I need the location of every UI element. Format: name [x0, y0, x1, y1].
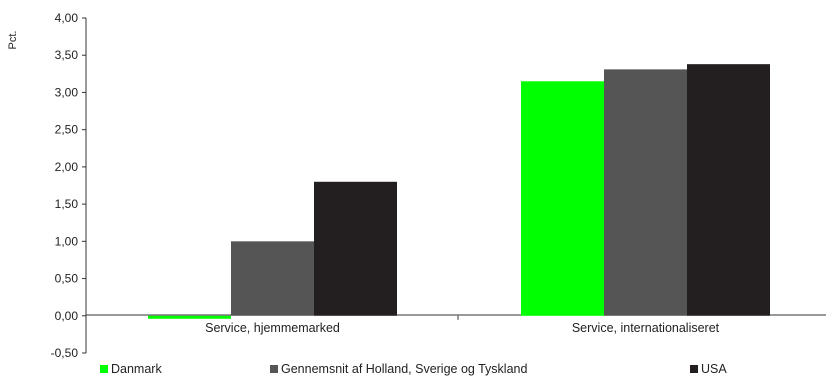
- y-tick-label: 3,50: [55, 48, 79, 62]
- legend-swatch-gennemsnit: [270, 365, 278, 373]
- legend-item-gennemsnit: Gennemsnit af Holland, Sverige og Tyskla…: [270, 362, 527, 376]
- legend-label-gennemsnit: Gennemsnit af Holland, Sverige og Tyskla…: [281, 362, 528, 376]
- bar-0-1: [231, 241, 314, 316]
- category-label: Service, hjemmemarked: [205, 321, 340, 335]
- legend: Danmark Gennemsnit af Holland, Sverige o…: [100, 362, 820, 380]
- legend-swatch-usa: [690, 365, 698, 373]
- bar-1-1: [604, 69, 687, 316]
- legend-item-usa: USA: [690, 362, 727, 376]
- bar-1-0: [521, 81, 604, 316]
- y-tick-label: 1,00: [55, 234, 79, 248]
- y-tick-label: 2,50: [55, 123, 79, 137]
- bar-0-0: [148, 315, 231, 319]
- y-tick-label: 1,50: [55, 197, 79, 211]
- y-tick-label: 0,50: [55, 272, 79, 286]
- category-label: Service, internationaliseret: [572, 321, 720, 335]
- y-tick-label: 4,00: [55, 11, 79, 25]
- y-ticks: -0,50 0,00 0,50 1,00 1,50 2,00 2,50 3,00 3,50 4,0…: [51, 11, 86, 360]
- legend-item-danmark: Danmark: [100, 362, 162, 376]
- y-tick-label: 3,00: [55, 85, 79, 99]
- bar-0-2: [314, 181, 397, 316]
- category-labels: Service, hjemmemarked Service, internatio…: [205, 315, 720, 335]
- y-axis-label: Pct.: [7, 31, 19, 50]
- legend-swatch-danmark: [100, 365, 108, 373]
- bar-1-2: [687, 64, 770, 316]
- bars: [148, 64, 770, 319]
- legend-label-danmark: Danmark: [111, 362, 162, 376]
- y-tick-label: 0,00: [55, 309, 79, 323]
- y-tick-label: -0,50: [51, 346, 79, 360]
- legend-label-usa: USA: [701, 362, 727, 376]
- y-tick-label: 2,00: [55, 160, 79, 174]
